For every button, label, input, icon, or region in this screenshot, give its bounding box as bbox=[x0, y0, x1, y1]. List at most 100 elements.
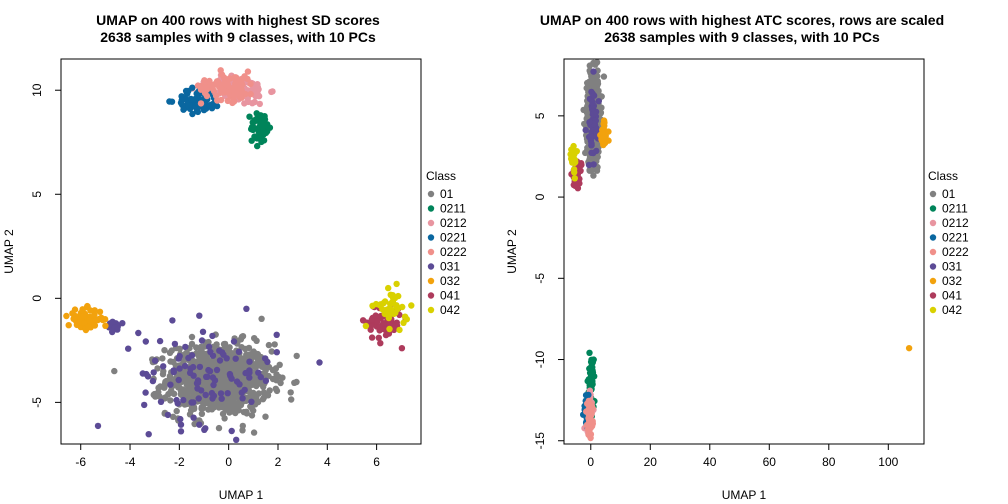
point-041 bbox=[578, 161, 585, 169]
point-032 bbox=[599, 128, 606, 136]
point-01 bbox=[187, 384, 194, 392]
point-01 bbox=[152, 393, 159, 400]
point-031 bbox=[582, 126, 589, 134]
point-031 bbox=[213, 366, 221, 374]
point-031 bbox=[176, 365, 183, 372]
point-032 bbox=[86, 317, 93, 324]
point-01 bbox=[220, 367, 227, 375]
x-tick-label: -2 bbox=[174, 455, 185, 469]
legend-marker bbox=[427, 234, 435, 241]
point-031 bbox=[198, 337, 206, 344]
point-01 bbox=[221, 378, 229, 385]
point-0211 bbox=[246, 113, 253, 120]
point-031 bbox=[150, 369, 157, 376]
point-031 bbox=[218, 395, 225, 402]
legend-entry: 0211 bbox=[942, 202, 968, 216]
point-031 bbox=[141, 401, 148, 409]
legend-marker bbox=[929, 292, 937, 299]
point-031 bbox=[590, 161, 597, 168]
legend-marker bbox=[427, 292, 435, 299]
point-01 bbox=[209, 401, 216, 408]
point-0222 bbox=[247, 90, 254, 98]
point-041 bbox=[375, 334, 382, 341]
y-tick-label: 0 bbox=[533, 193, 547, 200]
point-031 bbox=[190, 399, 197, 406]
legend-entry: 041 bbox=[440, 289, 460, 303]
point-0211 bbox=[584, 377, 591, 385]
point-042 bbox=[385, 314, 392, 322]
x-tick-label: 2 bbox=[275, 455, 282, 469]
point-01 bbox=[190, 404, 197, 412]
y-axis-label: UMAP 2 bbox=[2, 229, 16, 274]
point-0212 bbox=[256, 100, 263, 108]
point-0221 bbox=[183, 89, 190, 96]
point-031 bbox=[586, 119, 593, 126]
point-042 bbox=[568, 155, 575, 162]
point-031 bbox=[216, 357, 224, 364]
point-031 bbox=[177, 428, 185, 435]
point-01 bbox=[590, 172, 597, 179]
legend-entry: 0212 bbox=[440, 216, 467, 230]
y-tick-label: 0 bbox=[30, 295, 44, 302]
legend-marker bbox=[929, 205, 937, 212]
legend-marker bbox=[427, 205, 435, 212]
point-031 bbox=[157, 398, 165, 405]
point-031 bbox=[241, 386, 248, 394]
point-01 bbox=[271, 341, 278, 348]
x-tick-label: 100 bbox=[878, 455, 898, 469]
point-01 bbox=[197, 348, 204, 355]
point-041 bbox=[376, 327, 383, 334]
x-tick-label: 80 bbox=[822, 455, 836, 469]
legend-entry: 031 bbox=[942, 260, 962, 274]
point-01 bbox=[586, 62, 593, 69]
point-031 bbox=[169, 317, 176, 324]
point-0221 bbox=[178, 97, 185, 104]
point-031 bbox=[188, 352, 196, 359]
x-axis-label: UMAP 1 bbox=[722, 488, 767, 502]
point-0222 bbox=[197, 100, 205, 107]
point-032 bbox=[87, 307, 94, 314]
legend-entry: 0211 bbox=[440, 202, 466, 216]
point-0222 bbox=[231, 74, 238, 81]
point-0222 bbox=[585, 423, 593, 430]
x-tick-label: 60 bbox=[763, 455, 777, 469]
point-01 bbox=[230, 386, 237, 393]
point-031 bbox=[228, 427, 235, 435]
point-031 bbox=[273, 331, 280, 338]
point-0221 bbox=[179, 101, 186, 109]
point-01 bbox=[593, 166, 600, 173]
point-041 bbox=[372, 312, 379, 319]
point-042 bbox=[396, 326, 403, 334]
scatter-points bbox=[63, 67, 415, 443]
point-031 bbox=[142, 338, 149, 345]
point-031 bbox=[248, 398, 255, 405]
point-031 bbox=[189, 363, 197, 371]
legend-marker bbox=[929, 306, 937, 314]
point-042 bbox=[362, 322, 370, 330]
point-031 bbox=[243, 305, 250, 312]
point-01 bbox=[272, 365, 280, 372]
point-032 bbox=[71, 313, 78, 321]
point-01 bbox=[580, 106, 587, 114]
point-0221 bbox=[180, 106, 187, 113]
point-031 bbox=[177, 415, 184, 423]
point-042 bbox=[379, 305, 386, 313]
point-0211 bbox=[257, 134, 264, 142]
legend-marker bbox=[427, 219, 435, 227]
point-01 bbox=[201, 400, 208, 407]
x-tick-label: 0 bbox=[225, 455, 232, 469]
y-tick-label: 5 bbox=[30, 191, 44, 198]
point-01 bbox=[590, 76, 598, 83]
point-0222 bbox=[233, 87, 240, 94]
point-031 bbox=[196, 363, 204, 371]
legend-entry: 01 bbox=[942, 187, 956, 201]
point-031 bbox=[181, 362, 189, 370]
legend-entry: 031 bbox=[440, 260, 460, 274]
point-01 bbox=[241, 355, 248, 362]
point-0211 bbox=[258, 120, 265, 128]
point-0222 bbox=[586, 416, 593, 423]
x-tick-label: 0 bbox=[587, 455, 594, 469]
point-031 bbox=[589, 99, 596, 106]
point-031 bbox=[209, 332, 216, 340]
